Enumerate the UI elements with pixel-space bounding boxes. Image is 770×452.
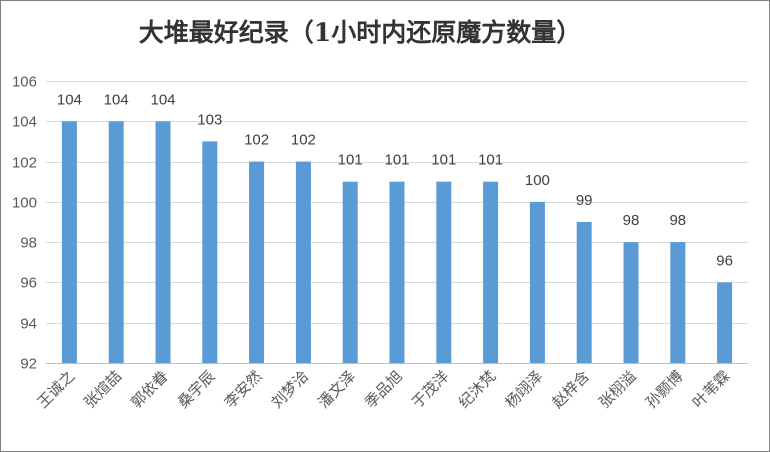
- y-tick-label: 94: [20, 316, 37, 333]
- data-label: 102: [244, 132, 269, 149]
- bars: [61, 121, 733, 363]
- bar: [108, 121, 124, 363]
- bar: [61, 121, 77, 363]
- data-label: 98: [623, 212, 640, 229]
- chart-title: 大堆最好纪录（1小时内还原魔方数量）: [139, 18, 581, 47]
- data-label: 101: [431, 152, 456, 169]
- data-label: 98: [669, 212, 686, 229]
- bar: [670, 242, 686, 363]
- bar: [295, 161, 311, 363]
- bar: [342, 181, 358, 363]
- data-label: 99: [576, 192, 593, 209]
- y-tick-label: 104: [12, 114, 37, 131]
- data-label: 101: [384, 152, 409, 169]
- bar: [202, 141, 218, 363]
- bar: [249, 161, 265, 363]
- bar: [576, 222, 592, 363]
- y-axis-ticks: 92 94 96 98 100 102 104 106: [12, 74, 37, 373]
- data-label: 104: [104, 91, 129, 108]
- data-label: 101: [338, 152, 363, 169]
- y-tick-label: 102: [12, 155, 37, 172]
- y-tick-label: 96: [20, 275, 37, 292]
- bar: [717, 282, 733, 363]
- bar: [623, 242, 639, 363]
- bar: [529, 201, 545, 363]
- bar: [155, 121, 171, 363]
- data-label: 103: [197, 111, 222, 128]
- y-tick-label: 100: [12, 195, 37, 212]
- bar: [483, 181, 499, 363]
- data-label: 104: [57, 91, 82, 108]
- data-label: 102: [291, 132, 316, 149]
- data-label: 100: [525, 172, 550, 189]
- data-label: 96: [716, 252, 733, 269]
- bar: [436, 181, 452, 363]
- y-tick-label: 92: [20, 356, 37, 373]
- y-tick-label: 98: [20, 235, 37, 252]
- data-label: 101: [478, 152, 503, 169]
- data-label: 104: [150, 91, 175, 108]
- data-labels: 104 104 104 103 102 102 101 101 101 101 100 99 98 98 9…: [57, 91, 733, 269]
- bar: [389, 181, 405, 363]
- y-tick-label: 106: [12, 74, 37, 91]
